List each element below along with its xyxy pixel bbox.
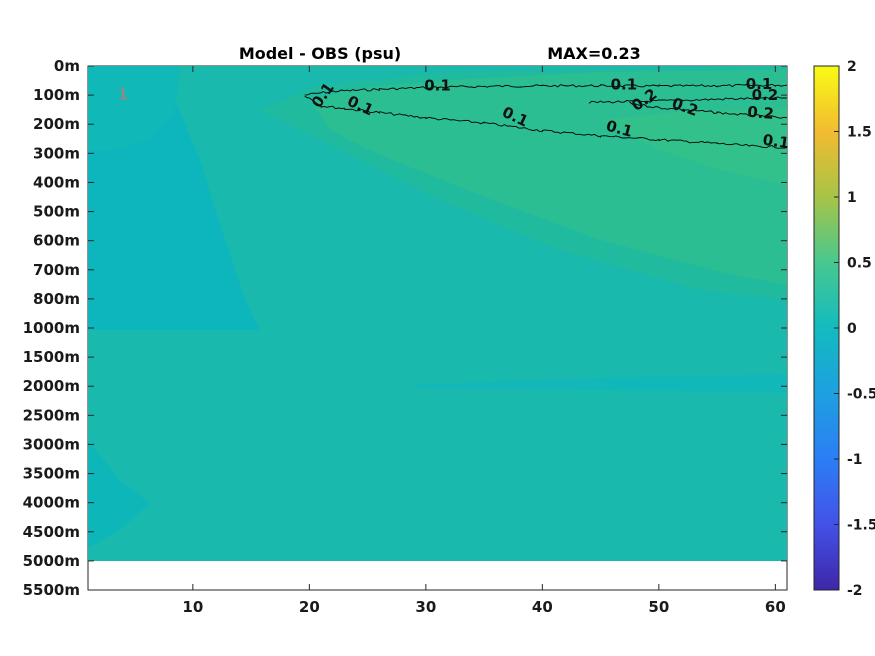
heatmap-field [88, 66, 787, 561]
y-tick-label: 800m [33, 290, 80, 308]
heatmap-region-deep-streak [410, 374, 787, 392]
x-tick-label: 20 [299, 598, 320, 616]
contour-lines [304, 83, 787, 149]
y-tick-label: 300m [33, 144, 80, 162]
contour-label: 0.1 [746, 75, 773, 93]
x-tick-label: 60 [765, 598, 786, 616]
y-tick-label: 1000m [23, 319, 80, 337]
x-tick-label: 10 [182, 598, 203, 616]
contour-label: 0.2 [747, 103, 775, 123]
heatmap-region-cool-top [88, 66, 180, 150]
y-tick-label: 2500m [23, 406, 80, 424]
y-tick-label: 500m [33, 203, 80, 221]
x-tick-label: 40 [532, 598, 553, 616]
y-tick-label: 1500m [23, 348, 80, 366]
heatmap-region-core [600, 108, 787, 185]
colorbar-tick-label: -2 [847, 583, 863, 599]
contour-line-0.2 [588, 96, 787, 104]
contour-label: 0.1 [762, 131, 791, 153]
colorbar-tick-label: 1 [847, 190, 857, 206]
y-tick-label: 3000m [23, 435, 80, 453]
chart-title: Model - OBS (psu) [239, 44, 401, 63]
contour-label: 0.1 [424, 77, 451, 95]
y-tick-label: 2000m [23, 377, 80, 395]
contour-label: 0.2 [752, 86, 779, 104]
colorbar-tick-label: -1.5 [847, 518, 875, 534]
x-tick-label: 30 [415, 598, 436, 616]
chart-subtitle: MAX=0.23 [547, 44, 641, 63]
y-tick-label: 5500m [23, 581, 80, 599]
y-tick-label: 400m [33, 173, 80, 191]
x-tick-label: 50 [648, 598, 669, 616]
y-axis: 0m 100m 200m 300m 400m 500m 600m 700m 800m 1000m 1… [23, 57, 787, 599]
y-tick-label: 700m [33, 261, 80, 279]
x-axis: 10 20 30 40 50 60 [182, 66, 786, 616]
heatmap-region-bottom-left [88, 440, 150, 548]
colorbar-tick-label: -0.5 [847, 387, 875, 403]
y-tick-label: 200m [33, 115, 80, 133]
y-tick-label: 100m [33, 86, 80, 104]
colorbar-tick-label: -1 [847, 452, 863, 468]
contour-line-0.2 [629, 101, 787, 119]
contour-line-0.1 [304, 83, 787, 96]
colorbar-tick-label: 2 [847, 59, 857, 75]
colorbar-ticks: 2 1.5 1 0.5 0 -0.5 -1 -1.5 -2 [834, 59, 875, 599]
contour-label: 0.1 [611, 75, 638, 93]
colorbar-tick-label: 0.5 [847, 256, 872, 272]
y-tick-label: 5000m [23, 552, 80, 570]
contour-label-faint: 1 [118, 86, 128, 104]
y-tick-label: 600m [33, 232, 80, 250]
contour-line-0.1 [304, 95, 787, 149]
y-tick-label: 0m [54, 57, 80, 75]
y-tick-label: 4500m [23, 523, 80, 541]
colorbar-tick-label: 0 [847, 321, 857, 337]
y-tick-label: 4000m [23, 494, 80, 512]
y-tick-label: 3500m [23, 465, 80, 483]
colorbar-tick-label: 1.5 [847, 125, 872, 141]
